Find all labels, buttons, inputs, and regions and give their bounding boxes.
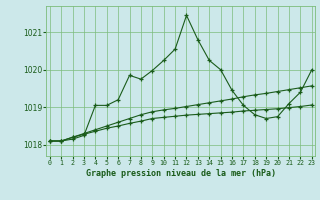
X-axis label: Graphe pression niveau de la mer (hPa): Graphe pression niveau de la mer (hPa)	[86, 169, 276, 178]
